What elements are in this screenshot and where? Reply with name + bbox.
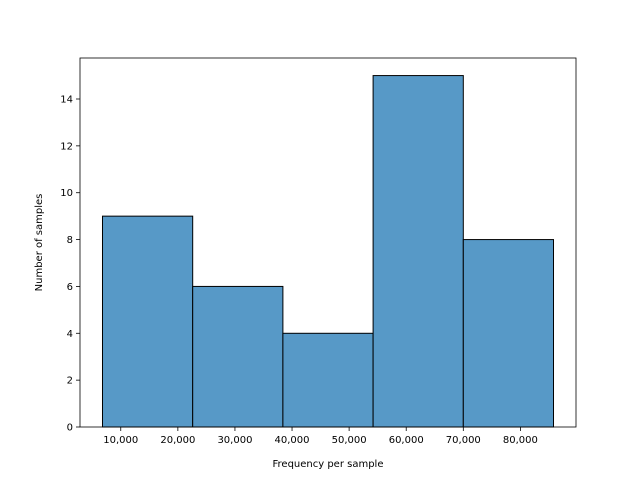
x-tick-label: 20,000: [160, 435, 195, 446]
y-tick-label: 14: [60, 95, 73, 106]
y-tick-label: 0: [67, 423, 73, 434]
y-tick-label: 8: [67, 235, 73, 246]
histogram-bar-2: [192, 285, 284, 428]
x-tick-label: 60,000: [389, 435, 424, 446]
y-tick-label: 12: [60, 141, 73, 152]
plot-area-frame: [79, 57, 577, 428]
y-axis-label: Number of samples: [34, 194, 45, 292]
histogram-bar-1: [101, 215, 194, 428]
x-tick-label: 70,000: [446, 435, 481, 446]
histogram-bar-3: [282, 332, 374, 428]
histogram-bar-4: [372, 75, 464, 428]
y-axis-ticks: 0 2 4 6 8 10 12 14: [60, 95, 80, 434]
y-tick-label: 10: [60, 188, 73, 199]
y-tick-label: 4: [67, 329, 73, 340]
y-tick-label: 6: [67, 282, 73, 293]
x-tick-label: 30,000: [217, 435, 252, 446]
x-tick-label: 10,000: [103, 435, 138, 446]
x-tick-label: 80,000: [503, 435, 538, 446]
x-axis-ticks: 10,000 20,000 30,000 40,000 50,000 60,000 70,0…: [103, 427, 538, 446]
histogram-bar-5: [462, 239, 555, 428]
y-tick-label: 2: [67, 376, 73, 387]
x-axis-label: Frequency per sample: [273, 459, 384, 470]
x-tick-label: 50,000: [332, 435, 367, 446]
x-tick-label: 40,000: [275, 435, 310, 446]
bars-group: [101, 75, 555, 428]
